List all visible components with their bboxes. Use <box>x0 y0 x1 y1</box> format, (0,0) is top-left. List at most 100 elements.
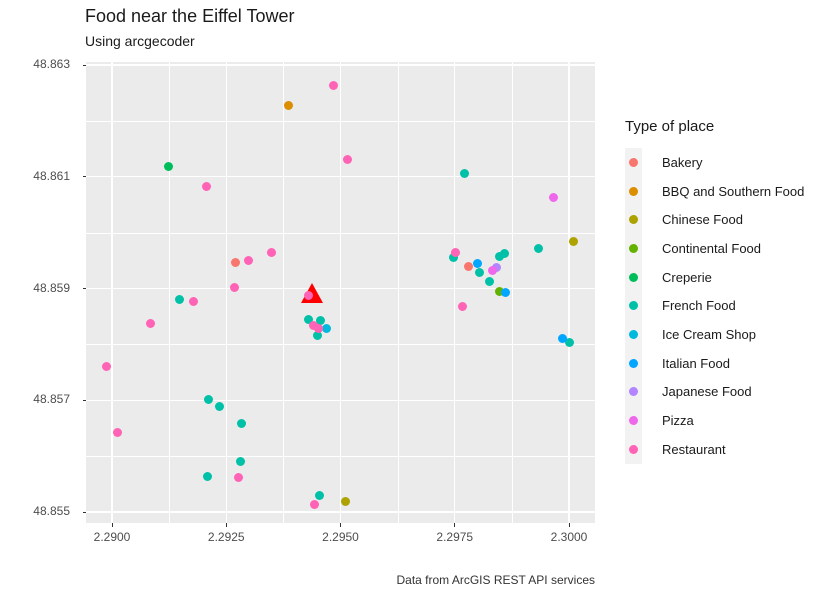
data-point <box>450 248 460 258</box>
data-point <box>460 169 470 179</box>
legend-key <box>625 176 642 206</box>
gridline-major-vertical <box>225 62 227 523</box>
y-axis-tick-label: 48.861 <box>33 168 70 183</box>
legend-swatch-dot <box>629 301 638 311</box>
legend-item-label: BBQ and Southern Food <box>662 183 805 199</box>
legend-item: Bakery <box>625 148 804 177</box>
legend-item: French Food <box>625 291 804 321</box>
legend-item: Creperie <box>625 262 804 292</box>
legend-swatch-dot <box>629 215 638 225</box>
gridline-major-vertical <box>339 62 342 523</box>
y-axis-tick-mark <box>82 288 86 289</box>
plot-title: Food near the Eiffel Tower <box>85 6 295 26</box>
legend-key <box>625 205 642 235</box>
legend-key <box>625 148 642 177</box>
legend-items: Bakery BBQ and Southern Food Chinese Food C… <box>625 148 804 464</box>
data-point <box>201 182 211 192</box>
data-point <box>568 236 578 246</box>
data-point <box>534 244 544 254</box>
legend-item-label: Ice Cream Shop <box>662 326 756 342</box>
data-point <box>266 248 276 258</box>
legend-item-label: Restaurant <box>662 441 726 457</box>
data-point <box>229 283 239 293</box>
legend-swatch-dot <box>629 329 638 339</box>
data-point <box>328 80 338 90</box>
y-axis-tick-label: 48.857 <box>33 392 70 407</box>
legend-swatch-dot <box>629 243 638 253</box>
y-axis-tick-mark <box>82 511 86 513</box>
legend-key <box>625 406 642 435</box>
data-point <box>203 471 213 481</box>
data-point <box>449 253 459 263</box>
gridline-major-horizontal <box>86 176 595 178</box>
x-axis-tick-mark <box>568 523 570 527</box>
legend-item-label: Chinese Food <box>662 212 743 228</box>
legend-item-label: Pizza <box>662 413 694 429</box>
data-point <box>343 155 353 165</box>
data-point <box>243 255 253 265</box>
legend-key <box>625 434 642 464</box>
data-point <box>312 331 322 341</box>
data-point <box>499 249 509 259</box>
legend-swatch-dot <box>629 157 638 167</box>
gridline-major-horizontal <box>86 287 595 290</box>
x-axis-tick-label: 2.2925 <box>207 530 245 544</box>
data-point <box>236 457 246 467</box>
data-point <box>316 316 326 326</box>
y-axis-tick-mark <box>82 64 86 66</box>
x-axis-tick-mark <box>340 523 341 527</box>
legend-item: Chinese Food <box>625 205 804 235</box>
data-point <box>231 258 241 268</box>
legend-swatch-dot <box>629 444 638 454</box>
data-point <box>475 268 485 278</box>
data-point <box>340 497 350 507</box>
plot-caption: Data from ArcGIS REST API services <box>396 573 595 587</box>
data-point <box>204 394 214 404</box>
x-axis-tick-label: 2.3000 <box>550 530 588 544</box>
legend-item-label: Bakery <box>662 154 703 170</box>
data-point <box>284 100 294 110</box>
legend-key <box>625 291 642 321</box>
gridline-minor-vertical <box>511 62 513 523</box>
x-axis-tick-mark <box>225 523 227 527</box>
legend-swatch-dot <box>629 358 638 368</box>
data-point <box>304 314 314 324</box>
legend-key <box>625 377 642 407</box>
legend: Type of place Bakery BBQ and Southern Foo… <box>625 118 804 464</box>
y-axis-tick-label: 48.855 <box>33 504 70 518</box>
data-point <box>102 362 112 372</box>
legend-item: Japanese Food <box>625 377 804 407</box>
gridline-major-vertical <box>454 62 456 523</box>
data-point <box>500 288 510 298</box>
data-point <box>237 418 247 428</box>
data-point <box>472 259 482 269</box>
gridline-minor-vertical <box>397 62 399 523</box>
gridline-major-horizontal <box>86 64 595 66</box>
legend-swatch-dot <box>629 186 638 196</box>
x-axis-tick-mark <box>454 523 456 527</box>
data-point <box>492 263 502 273</box>
data-point <box>313 323 323 333</box>
legend-item: Italian Food <box>625 348 804 378</box>
gridline-minor-vertical <box>169 62 170 523</box>
legend-key <box>625 348 642 378</box>
data-point <box>189 297 199 307</box>
data-point <box>484 276 494 286</box>
legend-item: Restaurant <box>625 434 804 464</box>
legend-item-label: Continental Food <box>662 240 762 256</box>
data-point <box>304 291 314 301</box>
legend-item-label: Italian Food <box>662 355 730 371</box>
legend-swatch-dot <box>629 416 638 426</box>
legend-item: Continental Food <box>625 234 804 263</box>
data-point <box>487 265 497 275</box>
data-point <box>146 318 156 328</box>
data-point <box>548 193 558 203</box>
y-axis-tick-mark <box>82 176 86 178</box>
gridline-major-horizontal <box>86 399 595 401</box>
plot-panel <box>86 62 595 523</box>
data-point <box>215 402 225 412</box>
legend-swatch-dot <box>629 387 638 397</box>
legend-key <box>625 234 642 263</box>
gridline-major-horizontal <box>86 511 595 513</box>
